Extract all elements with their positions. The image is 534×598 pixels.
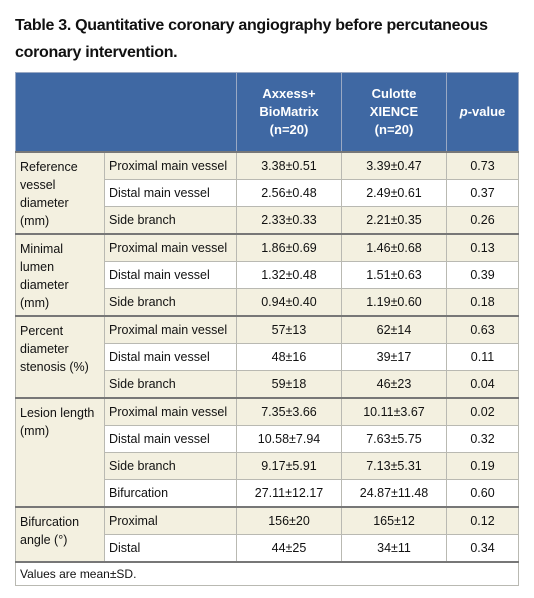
- value-cell: 39±17: [341, 343, 447, 371]
- group-label: Minimal lumen diameter (mm): [15, 233, 105, 317]
- row-label: Proximal main vessel: [104, 233, 237, 262]
- row-label: Distal: [104, 534, 237, 563]
- data-row: Bifurcation 27.11±12.17 24.87±11.48 0.60: [16, 479, 519, 508]
- value-cell: 9.17±5.91: [236, 452, 342, 480]
- data-row: Minimal lumen diameter (mm) Proximal main…: [15, 233, 519, 317]
- value-cell: 0.73: [446, 151, 519, 180]
- column-header: Culotte XIENCE (n=20): [341, 72, 447, 153]
- row-label: Bifurcation: [104, 479, 237, 508]
- value-cell: 1.86±0.69: [236, 233, 342, 262]
- row-label: Proximal main vessel: [104, 315, 237, 344]
- value-cell: 0.04: [446, 370, 519, 399]
- header-line: (n=20): [374, 122, 414, 137]
- value-cell: 0.94±0.40: [236, 288, 342, 317]
- value-cell: 0.19: [446, 452, 519, 480]
- value-cell: 0.02: [446, 397, 519, 426]
- value-cell: 10.11±3.67: [341, 397, 447, 426]
- value-cell: 0.37: [446, 179, 519, 207]
- row-label: Side branch: [104, 452, 237, 480]
- value-cell: 165±12: [341, 506, 447, 535]
- header-line: (n=20): [269, 122, 309, 137]
- data-row: Distal main vessel 48±16 39±17 0.11: [16, 343, 519, 371]
- value-cell: 0.39: [446, 261, 519, 289]
- value-cell: 7.35±3.66: [236, 397, 342, 426]
- value-cell: 1.32±0.48: [236, 261, 342, 289]
- group-label: Reference vessel diameter (mm): [15, 151, 105, 235]
- group-label: Percent diameter stenosis (%): [15, 315, 105, 399]
- footnote-row: Values are mean±SD.: [15, 561, 519, 586]
- row-label: Side branch: [104, 206, 237, 235]
- data-row: Bifurcation angle (°) Proximal 156±20 165±1…: [15, 506, 519, 563]
- data-row: Side branch 2.33±0.33 2.21±0.35 0.26: [16, 206, 519, 235]
- data-row: Side branch 59±18 46±23 0.04: [16, 370, 519, 399]
- data-row: Distal main vessel 2.56±0.48 2.49±0.61 0.37: [16, 179, 519, 207]
- value-cell: 3.38±0.51: [236, 151, 342, 180]
- value-cell: 0.63: [446, 315, 519, 344]
- group-label: Bifurcation angle (°): [15, 506, 105, 563]
- row-label: Side branch: [104, 288, 237, 317]
- value-cell: 0.12: [446, 506, 519, 535]
- data-row: Distal main vessel 10.58±7.94 7.63±5.75 0.3…: [16, 425, 519, 453]
- row-label: Distal main vessel: [104, 179, 237, 207]
- header-line: p-value: [459, 104, 506, 119]
- value-cell: 0.32: [446, 425, 519, 453]
- value-cell: 7.63±5.75: [341, 425, 447, 453]
- header-line: XIENCE: [369, 104, 419, 119]
- header-line: Culotte: [371, 86, 417, 101]
- data-row: Distal 44±25 34±11 0.34: [16, 534, 519, 563]
- value-cell: 3.39±0.47: [341, 151, 447, 180]
- column-header: p-value: [446, 72, 519, 153]
- value-cell: 2.56±0.48: [236, 179, 342, 207]
- value-cell: 0.11: [446, 343, 519, 371]
- group-label: Lesion length (mm): [15, 397, 105, 508]
- data-row: Distal main vessel 1.32±0.48 1.51±0.63 0.39: [16, 261, 519, 289]
- row-label: Distal main vessel: [104, 425, 237, 453]
- value-cell: 2.33±0.33: [236, 206, 342, 235]
- header-row: Axxess+ BioMatrix (n=20) Culotte XIENCE (n=20…: [15, 72, 519, 153]
- value-cell: 44±25: [236, 534, 342, 563]
- value-cell: 1.19±0.60: [341, 288, 447, 317]
- data-row: Percent diameter stenosis (%) Proximal ma…: [15, 315, 519, 399]
- row-label: Side branch: [104, 370, 237, 399]
- value-cell: 46±23: [341, 370, 447, 399]
- value-cell: 0.13: [446, 233, 519, 262]
- value-cell: 0.60: [446, 479, 519, 508]
- value-cell: 34±11: [341, 534, 447, 563]
- row-label: Proximal main vessel: [104, 397, 237, 426]
- data-table: Axxess+ BioMatrix (n=20) Culotte XIENCE (n=20…: [15, 72, 519, 586]
- value-cell: 0.26: [446, 206, 519, 235]
- value-cell: 10.58±7.94: [236, 425, 342, 453]
- value-cell: 62±14: [341, 315, 447, 344]
- row-label: Distal main vessel: [104, 343, 237, 371]
- footnote: Values are mean±SD.: [15, 561, 519, 586]
- value-cell: 48±16: [236, 343, 342, 371]
- row-label: Proximal main vessel: [104, 151, 237, 180]
- data-row: Reference vessel diameter (mm) Proximal m…: [15, 151, 519, 235]
- data-row: Lesion length (mm) Proximal main vessel 7.…: [15, 397, 519, 508]
- value-cell: 59±18: [236, 370, 342, 399]
- header-cell: [15, 72, 237, 153]
- value-cell: 57±13: [236, 315, 342, 344]
- value-cell: 7.13±5.31: [341, 452, 447, 480]
- value-cell: 0.18: [446, 288, 519, 317]
- header-line: BioMatrix: [259, 104, 319, 119]
- value-cell: 27.11±12.17: [236, 479, 342, 508]
- column-header: Axxess+ BioMatrix (n=20): [236, 72, 342, 153]
- value-cell: 156±20: [236, 506, 342, 535]
- value-cell: 1.51±0.63: [341, 261, 447, 289]
- data-row: Side branch 0.94±0.40 1.19±0.60 0.18: [16, 288, 519, 317]
- data-row: Side branch 9.17±5.91 7.13±5.31 0.19: [16, 452, 519, 480]
- value-cell: 2.49±0.61: [341, 179, 447, 207]
- header-line: Axxess+: [262, 86, 316, 101]
- table-title: Table 3. Quantitative coronary angiograp…: [15, 17, 488, 61]
- value-cell: 24.87±11.48: [341, 479, 447, 508]
- value-cell: 0.34: [446, 534, 519, 563]
- row-label: Distal main vessel: [104, 261, 237, 289]
- row-label: Proximal: [104, 506, 237, 535]
- value-cell: 2.21±0.35: [341, 206, 447, 235]
- value-cell: 1.46±0.68: [341, 233, 447, 262]
